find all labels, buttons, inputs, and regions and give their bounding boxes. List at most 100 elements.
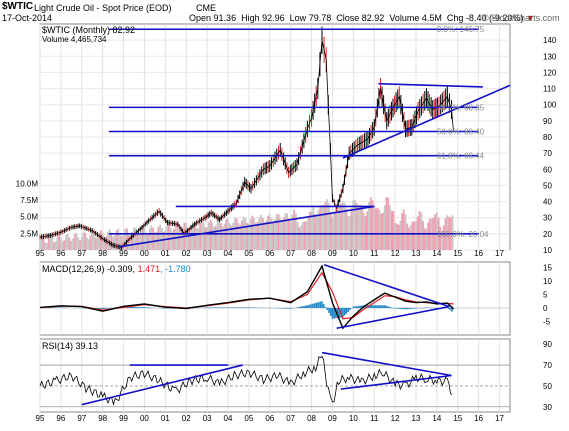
x-tick-label: 01 (161, 249, 170, 258)
down-arrow-icon: ▼ (525, 13, 535, 23)
volume-bar (387, 197, 390, 250)
x-tick-label: 98 (98, 414, 107, 423)
volume-bar (72, 238, 74, 250)
fib-level-label: 61.8%: 68.44 (437, 152, 485, 161)
volume-bar (200, 220, 203, 250)
volume-bar (70, 240, 73, 250)
volume-bar (56, 236, 59, 250)
volume-bar (315, 215, 318, 250)
macd-histogram-bar (225, 307, 228, 308)
macd-histogram-bar (387, 306, 389, 308)
volume-bar (131, 232, 134, 250)
x-tick-label: 12 (391, 249, 400, 258)
macd-histogram-bar (268, 307, 271, 309)
volume-bar (232, 222, 235, 250)
macd-histogram-bar (336, 307, 339, 319)
x-tick-label: 17 (495, 414, 504, 423)
macd-histogram-bar (301, 306, 304, 308)
volume-bar (413, 221, 416, 250)
volume-bar (220, 223, 222, 250)
macd-histogram-bar (60, 307, 62, 308)
volume-bar (80, 236, 83, 250)
macd-histogram-bar (218, 307, 221, 308)
macd-y-tick-label: -5 (543, 317, 551, 326)
volume-bar (53, 241, 55, 250)
macd-histogram-bar (392, 307, 395, 309)
volume-bar (357, 205, 360, 250)
volume-bar (343, 202, 346, 250)
volume-bar (451, 215, 454, 250)
price-y-tick-label: 100 (543, 101, 557, 110)
volume-bar (286, 213, 289, 250)
rsi-legend: RSI(14) 39.13 (42, 341, 98, 351)
open-label: Open (189, 13, 212, 23)
volume-bar (93, 232, 95, 250)
macd-histogram-bar (420, 307, 423, 309)
rsi-y-tick-label: 90 (543, 340, 552, 349)
volume-bar (376, 207, 379, 250)
x-tick-label: 08 (307, 249, 316, 258)
volume-bar (335, 205, 337, 250)
macd-histogram-bar (408, 307, 410, 310)
volume-bar (110, 232, 113, 250)
volume-bar (446, 215, 449, 250)
fib-level-label: 0.0%: 146.75 (437, 25, 485, 34)
volume-bar (134, 228, 137, 250)
x-tick-label: 97 (77, 249, 86, 258)
volume-bar (58, 234, 61, 250)
volume-bar (411, 221, 414, 250)
x-tick-label: 15 (453, 414, 462, 423)
macd-histogram-bar (127, 306, 130, 308)
macd-signal-value: 1.471 (138, 264, 161, 274)
volume-bar (100, 230, 102, 250)
macd-histogram-bar (317, 302, 320, 308)
volume-bar (202, 223, 205, 250)
x-tick-label: 95 (36, 249, 45, 258)
volume-bar (265, 220, 268, 250)
volume-bar (86, 237, 88, 250)
macd-histogram-bar (394, 307, 396, 309)
volume-bar (354, 199, 356, 250)
macd-histogram-bar (213, 307, 215, 308)
macd-histogram-bar (415, 307, 417, 309)
macd-histogram-bar (107, 307, 109, 309)
macd-histogram-bar (98, 307, 100, 309)
chart-symbol: $WTIC (2, 1, 34, 12)
volume-bar (406, 223, 409, 250)
macd-histogram-bar (242, 307, 245, 308)
macd-histogram-bar (430, 307, 433, 309)
macd-histogram-bar (234, 307, 236, 308)
rsi-y-tick-label: 30 (543, 403, 552, 412)
x-tick-label: 13 (412, 249, 421, 258)
volume-bar (308, 211, 311, 250)
x-tick-label: 14 (432, 249, 441, 258)
macd-histogram-bar (143, 307, 146, 308)
macd-histogram-bar (101, 307, 104, 310)
macd-histogram-bar (206, 307, 208, 308)
volume-bar (247, 223, 250, 250)
volume-bar (394, 222, 397, 250)
x-tick-label: 96 (56, 414, 65, 423)
macd-histogram-bar (227, 307, 229, 308)
volume-bar (395, 223, 398, 250)
volume-bar (209, 219, 212, 250)
volume-y-tick-label: 7.5M (20, 196, 38, 205)
price-y-tick-label: 110 (543, 85, 556, 94)
macd-histogram-bar (310, 304, 312, 308)
macd-histogram-bar (303, 305, 305, 308)
rsi-trendline (321, 351, 452, 377)
low-label: Low (289, 13, 307, 23)
volume-bar (284, 212, 287, 250)
volume-bar (101, 232, 104, 250)
macd-histogram-bar (378, 305, 381, 308)
volume-bar (79, 240, 81, 250)
volume-bar (211, 223, 214, 250)
volume-bar (329, 212, 332, 250)
volume-bar (46, 242, 48, 250)
x-tick-label: 05 (244, 414, 253, 423)
low-value: 79.78 (308, 13, 332, 23)
volume-bar (361, 206, 363, 250)
x-tick-label: 06 (265, 249, 274, 258)
price-legend: $WTIC (Monthly) 82.92 (42, 25, 135, 35)
